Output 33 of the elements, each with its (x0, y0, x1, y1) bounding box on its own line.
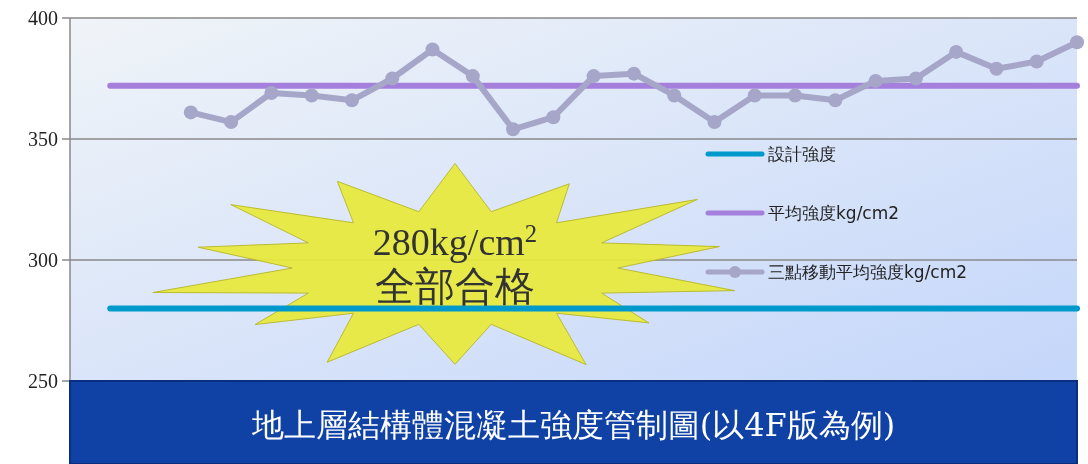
point (304, 88, 319, 103)
point (586, 69, 601, 84)
point (908, 71, 923, 86)
legend-label: 三點移動平均強度kg/cm2 (768, 262, 968, 282)
y-tick-label: 250 (28, 370, 58, 392)
point (989, 61, 1004, 76)
point (425, 42, 440, 57)
point (788, 88, 803, 103)
legend-label: 設計強度 (768, 144, 836, 164)
annotation: 280kg/cm$^{2}$ (372, 219, 538, 263)
point (747, 88, 762, 103)
legend-label: 平均強度kg/cm2 (768, 203, 900, 223)
point (465, 69, 480, 84)
point (828, 93, 843, 108)
point (385, 71, 400, 86)
point (344, 93, 359, 108)
point (264, 86, 279, 101)
point (224, 115, 239, 130)
point (949, 44, 964, 59)
y-tick-label: 350 (28, 128, 58, 150)
point (1029, 54, 1044, 69)
point (667, 88, 682, 103)
point (868, 73, 883, 88)
point (506, 122, 521, 137)
y-tick-label: 400 (28, 7, 58, 29)
annotation: 全部合格 (375, 263, 535, 309)
y-tick-label: 300 (28, 249, 58, 271)
point (546, 110, 561, 125)
point (626, 66, 641, 81)
text: 地上層結構體混凝土強度管制圖(以4F版為例) (250, 406, 896, 444)
point (183, 105, 198, 120)
point (1070, 35, 1084, 50)
point (707, 115, 722, 130)
